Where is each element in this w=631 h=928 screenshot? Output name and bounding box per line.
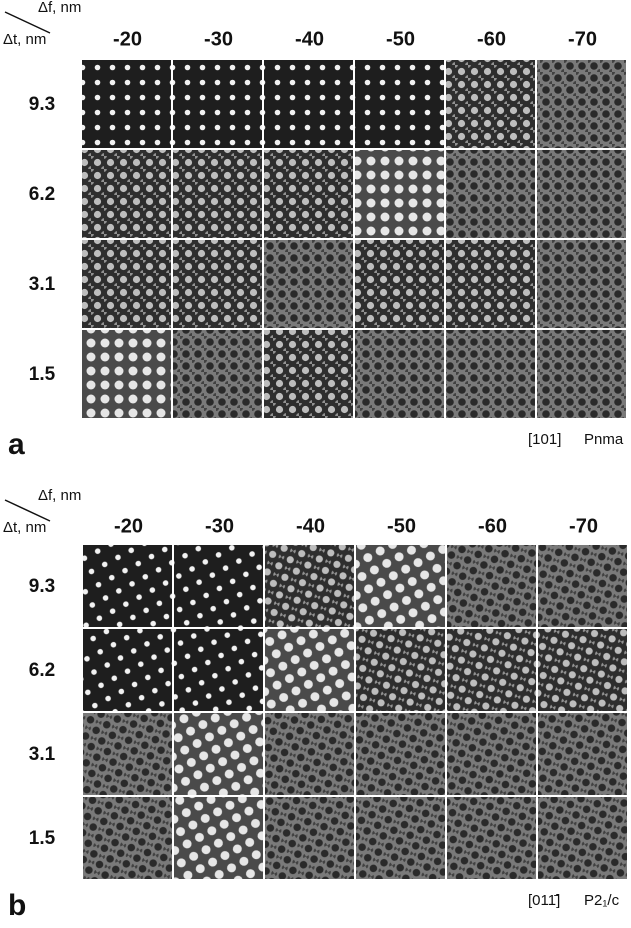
column-label: -70 (568, 28, 597, 50)
simulated-image (356, 629, 445, 711)
simulated-image (83, 797, 172, 879)
simulated-image (446, 150, 535, 238)
simulated-image (264, 60, 353, 148)
simulated-image (82, 150, 171, 238)
simulated-image (446, 330, 535, 418)
simulated-image (356, 797, 445, 879)
column-label: -30 (205, 515, 234, 537)
row-label: 6.2 (29, 660, 55, 681)
simulated-image (173, 150, 262, 238)
simulated-image (264, 150, 353, 238)
simulated-image (356, 713, 445, 795)
simulated-image (355, 150, 444, 238)
column-label: -30 (204, 28, 233, 50)
column-label: -70 (569, 515, 598, 537)
column-label: -40 (296, 515, 325, 537)
column-label: -50 (386, 28, 415, 50)
panel-letter: a (8, 428, 25, 461)
simulated-image (355, 60, 444, 148)
column-label: -60 (477, 28, 506, 50)
simulated-image (83, 545, 172, 627)
simulated-image (174, 713, 263, 795)
simulated-image (265, 797, 354, 879)
column-label: -20 (114, 515, 143, 537)
simulated-image (264, 240, 353, 328)
row-label: 1.5 (29, 828, 56, 849)
row-label: 9.3 (29, 94, 55, 115)
header-divider (4, 499, 51, 522)
simulated-image (173, 60, 262, 148)
simulated-image (447, 713, 536, 795)
simulated-image (82, 60, 171, 148)
simulated-image (447, 629, 536, 711)
simulated-image (537, 240, 626, 328)
column-label: -40 (295, 28, 324, 50)
simulated-image (355, 240, 444, 328)
row-label: 9.3 (29, 576, 55, 597)
simulated-image (537, 150, 626, 238)
simulated-image (265, 629, 354, 711)
simulated-image (537, 60, 626, 148)
simulated-image (447, 545, 536, 627)
row-label: 3.1 (29, 274, 56, 295)
simulated-image (173, 240, 262, 328)
simulated-image (538, 629, 627, 711)
simulated-image (174, 629, 263, 711)
zone-axis: [101] (528, 431, 561, 448)
column-label: -60 (478, 515, 507, 537)
simulated-image (538, 713, 627, 795)
defocus-label: Δf, nm (38, 487, 81, 504)
simulated-image (355, 330, 444, 418)
column-label: -20 (113, 28, 142, 50)
panel-letter: b (8, 889, 26, 922)
simulated-image (82, 330, 171, 418)
simulated-image (174, 797, 263, 879)
column-label: -50 (387, 515, 416, 537)
simulated-image (447, 797, 536, 879)
defocus-label: Δf, nm (38, 0, 81, 16)
simulated-image (265, 713, 354, 795)
simulated-image (446, 60, 535, 148)
zone-axis: [011̄] (528, 892, 560, 909)
simulated-image (173, 330, 262, 418)
simulated-image (356, 545, 445, 627)
simulated-image (265, 545, 354, 627)
simulated-image (538, 545, 627, 627)
simulated-image (538, 797, 627, 879)
simulated-image (82, 240, 171, 328)
simulated-image (537, 330, 626, 418)
simulated-image (446, 240, 535, 328)
row-label: 3.1 (29, 744, 56, 765)
thickness-label: Δt, nm (3, 31, 46, 48)
simulated-image (174, 545, 263, 627)
simulated-image (83, 629, 172, 711)
space-group: P2₁/c (584, 892, 620, 909)
thickness-label: Δt, nm (3, 519, 46, 536)
row-label: 6.2 (29, 184, 55, 205)
simulated-image (83, 713, 172, 795)
header-divider (4, 11, 51, 34)
simulated-image (264, 330, 353, 418)
row-label: 1.5 (29, 364, 56, 385)
space-group: Pnma (584, 431, 624, 448)
